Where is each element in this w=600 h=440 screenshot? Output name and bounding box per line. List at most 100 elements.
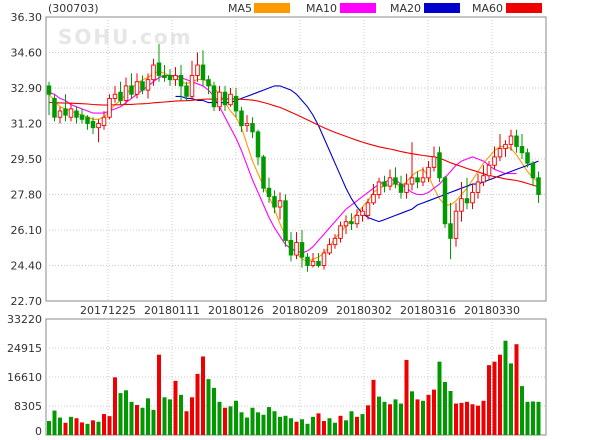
- candle-up: [481, 175, 486, 183]
- volume-bar-up: [415, 399, 420, 435]
- volume-bar-down: [520, 386, 524, 435]
- candle-down: [167, 75, 173, 81]
- volume-bar-down: [261, 414, 266, 435]
- candle-up: [244, 123, 250, 127]
- candle-down: [178, 75, 184, 87]
- volume-bar-down: [52, 410, 57, 435]
- legend-swatch-ma10: [340, 3, 376, 13]
- candle-up: [409, 177, 415, 185]
- candle-down: [437, 152, 442, 179]
- volume-tick-label: 16610: [7, 371, 42, 384]
- date-tick-label: 20180316: [400, 304, 456, 317]
- candle-up: [453, 210, 459, 239]
- candle-up: [360, 210, 365, 216]
- volume-bars: [47, 340, 541, 435]
- candle-up: [310, 260, 316, 266]
- volume-bar-down: [146, 398, 150, 435]
- candle-up: [277, 200, 283, 208]
- volume-bar-up: [487, 365, 491, 435]
- legend: MA5 MA10 MA20 MA60: [228, 2, 542, 15]
- volume-bar-down: [47, 421, 51, 435]
- ma60-line: [48, 98, 539, 188]
- volume-bar-down: [58, 417, 62, 435]
- candle-down: [233, 95, 239, 112]
- candle-down: [398, 183, 404, 193]
- watermark: SOHU.com: [58, 25, 192, 49]
- price-tick-label: 29.50: [11, 153, 43, 166]
- candle-up: [151, 64, 156, 81]
- price-tick-label: 34.60: [11, 47, 43, 60]
- candle-up: [332, 237, 338, 246]
- volume-tick-label: 33220: [7, 313, 42, 326]
- candle-down: [239, 110, 244, 127]
- volume-tick-label: 0: [35, 425, 42, 438]
- candle-up: [426, 166, 431, 179]
- candle-down: [536, 177, 541, 195]
- volume-bar-down: [151, 409, 156, 435]
- volume-bar-up: [201, 356, 205, 435]
- candle-down: [52, 97, 57, 118]
- price-tick-label: 27.80: [11, 189, 43, 202]
- price-tick-label: 24.40: [11, 260, 43, 273]
- chart-frame-layer: SOHU.com (300703): [45, 2, 547, 436]
- volume-bar-up: [195, 373, 200, 435]
- volume-bar-up: [157, 354, 161, 435]
- volume-bar-down: [272, 411, 277, 435]
- candle-up: [492, 156, 497, 166]
- candle-up: [404, 183, 409, 193]
- candle-up: [475, 181, 481, 193]
- volume-bar-down: [234, 400, 238, 435]
- volume-bar-down: [69, 416, 73, 435]
- price-tick-label: 32.90: [11, 82, 43, 95]
- volume-bar-up: [63, 422, 68, 435]
- candle-up: [68, 108, 74, 118]
- candle-up: [294, 242, 299, 256]
- candle-down: [464, 198, 470, 204]
- date-tick-label: 20180302: [336, 304, 392, 317]
- candle-down: [255, 131, 261, 158]
- volume-bar-down: [421, 400, 425, 435]
- volume-bar-down: [437, 361, 442, 435]
- volume-bar-up: [322, 421, 326, 435]
- volume-bar-up: [74, 418, 79, 435]
- candle-down: [206, 79, 211, 87]
- date-tick-label: 20180126: [208, 304, 264, 317]
- candle-up: [371, 194, 376, 204]
- volume-bar-down: [212, 387, 216, 435]
- candlestick-series: [46, 44, 541, 272]
- candle-down: [222, 91, 228, 106]
- legend-swatch-ma5: [254, 3, 290, 13]
- volume-bar-up: [113, 377, 117, 435]
- legend-label-ma60: MA60: [472, 2, 503, 15]
- volume-bar-down: [509, 363, 513, 435]
- candle-up: [338, 225, 343, 239]
- volume-bar-down: [344, 420, 348, 435]
- volume-bar-down: [443, 381, 447, 435]
- volume-bar-up: [366, 405, 370, 435]
- volume-bar-down: [300, 419, 304, 435]
- volume-bar-up: [514, 344, 519, 435]
- candle-down: [129, 85, 134, 95]
- volume-bar-down: [85, 423, 90, 435]
- volume-bar-up: [102, 414, 106, 435]
- volume-bar-down: [267, 407, 271, 435]
- volume-bar-down: [140, 407, 145, 435]
- volume-bar-up: [355, 416, 359, 435]
- candle-up: [145, 79, 151, 91]
- candle-up: [107, 97, 112, 118]
- volume-bar-down: [250, 407, 255, 435]
- candle-down: [85, 116, 90, 124]
- candle-up: [173, 75, 178, 81]
- volume-bar-up: [404, 359, 409, 435]
- volume-bar-up: [459, 402, 464, 435]
- volume-bar-down: [377, 396, 381, 435]
- volume-bar-up: [294, 421, 299, 435]
- volume-bar-up: [426, 394, 431, 435]
- volume-tick-label: 24915: [7, 342, 42, 355]
- volume-bar-down: [382, 401, 387, 435]
- volume-bar-up: [135, 404, 139, 435]
- volume-bar-down: [305, 423, 310, 435]
- volume-bar-down: [168, 399, 172, 435]
- volume-bar-down: [360, 414, 365, 435]
- candle-down: [530, 162, 536, 179]
